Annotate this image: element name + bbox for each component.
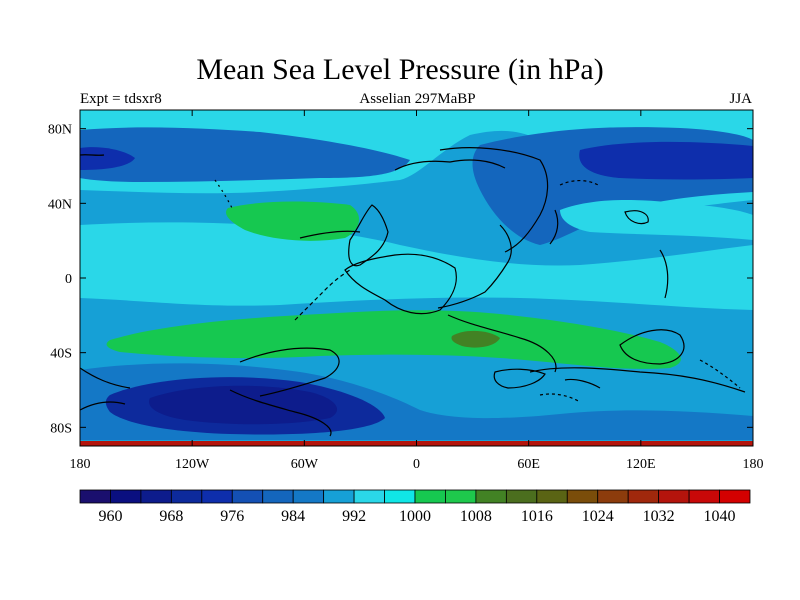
colorbar-label: 1040 [704, 508, 736, 525]
colorbar-bin [414, 489, 446, 504]
colorbar-label: 968 [159, 508, 183, 525]
lon-tick-label: 60E [517, 457, 540, 472]
colorbar-bin [353, 489, 385, 504]
region-arctic-low-west [80, 127, 410, 182]
lat-tick-label: 40N [48, 197, 72, 212]
lon-tick-label: 120E [626, 457, 656, 472]
region-east-asian-low-core [579, 141, 753, 180]
colorbar-bin [323, 489, 355, 504]
colorbar-bin [79, 489, 111, 504]
colorbar-label: 1016 [521, 508, 553, 525]
colorbar-bin [688, 489, 720, 504]
period-label: Asselian 297MaBP [359, 91, 476, 107]
lat-tick-label: 80N [48, 123, 72, 138]
colorbar-bin [110, 489, 142, 504]
region-southern-ocean-low-core [149, 385, 338, 425]
colorbar-bin [627, 489, 660, 504]
colorbar-label: 1024 [582, 508, 614, 525]
colorbar-bins [79, 489, 751, 504]
colorbar-label: 1032 [643, 508, 675, 525]
colorbar-bin [231, 489, 264, 504]
lon-tick-label: 120W [175, 457, 210, 472]
region-north-subtropical-high [225, 201, 360, 241]
lon-tick-label: 180 [743, 457, 764, 472]
lon-tick-label: 0 [413, 457, 420, 472]
colorbar-bin [505, 489, 538, 504]
colorbar-label: 960 [98, 508, 122, 525]
colorbar-bin [536, 489, 568, 504]
lat-tick-label: 40S [50, 347, 72, 362]
colorbar-bin [566, 489, 599, 504]
lon-tick-label: 60W [291, 457, 319, 472]
colorbar-bin [262, 489, 294, 504]
region-african-high-core [451, 330, 500, 348]
colorbar-bin [445, 489, 477, 504]
region-north-pacific-low [80, 147, 135, 170]
chart-title: Mean Sea Level Pressure (in hPa) [196, 53, 604, 86]
lat-tick-label: 0 [65, 272, 72, 287]
contour-fill [80, 110, 753, 446]
lat-tick-label: 80S [50, 421, 72, 436]
lon-tick-label: 180 [70, 457, 91, 472]
season-label: JJA [729, 91, 752, 107]
colorbar-label: 1000 [399, 508, 431, 525]
latitude-axis: 80N 40N 0 40S 80S [48, 123, 753, 436]
colorbar-label: 992 [342, 508, 366, 525]
colorbar-bin [170, 489, 203, 504]
longitude-axis: 180 120W 60W 0 60E 120E 180 [70, 110, 764, 472]
colorbar-label: 976 [220, 508, 244, 525]
region-tropical-band [80, 222, 753, 310]
colorbar-labels: 960 968 976 984 992 1000 1008 1016 1024 1032 1040 [98, 508, 735, 525]
colorbar-bin [597, 489, 629, 504]
colorbar-bin [292, 489, 325, 504]
colorbar-bin [384, 489, 416, 504]
colorbar-bin [658, 489, 690, 504]
colorbar-label: 984 [281, 508, 305, 525]
colorbar-bin [201, 489, 233, 504]
region-tropical-band-east [560, 200, 753, 240]
colorbar-bin [140, 489, 172, 504]
experiment-label: Expt = tdsxr8 [80, 91, 162, 107]
region-southern-subtropical-high [106, 310, 681, 369]
colorbar-label: 1008 [460, 508, 492, 525]
colorbar-bin [719, 489, 751, 504]
colorbar-bin [475, 489, 507, 504]
coastlines [80, 147, 746, 437]
